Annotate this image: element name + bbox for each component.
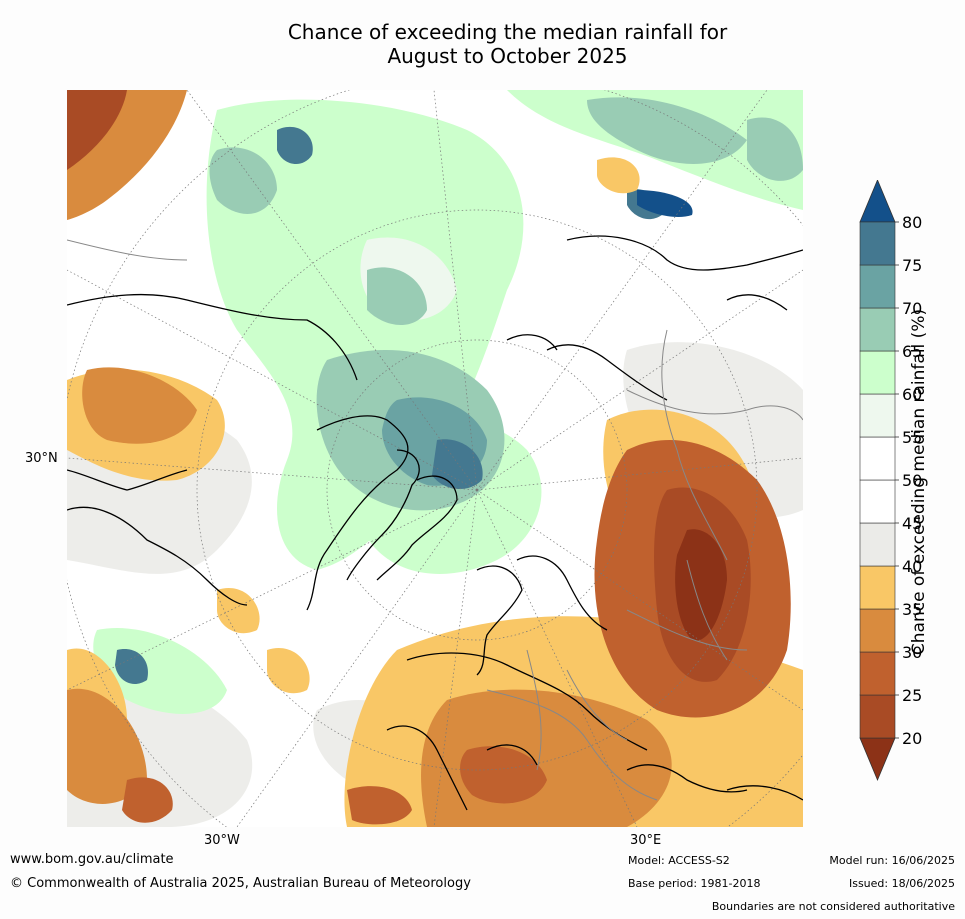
title-line-1: Chance of exceeding the median rainfall … bbox=[287, 20, 728, 44]
lon-30w-label: 30°W bbox=[204, 833, 240, 848]
lon-30e-label: 30°E bbox=[630, 833, 662, 848]
colorbar-tick-label-35: 35 bbox=[902, 600, 922, 619]
colorbar-bin-25-30 bbox=[859, 651, 896, 696]
colorbar-bin-30-35 bbox=[859, 608, 896, 653]
colorbar-tick-label-65: 65 bbox=[902, 342, 922, 361]
colorbar-tick-label-40: 40 bbox=[902, 557, 922, 576]
map-title: Chance of exceeding the median rainfall … bbox=[0, 20, 965, 68]
colorbar-tick-label-50: 50 bbox=[902, 471, 922, 490]
colorbar-bin-65-70 bbox=[859, 307, 896, 352]
colorbar-tick-label-60: 60 bbox=[902, 385, 922, 404]
colorbar-bin-55-60 bbox=[859, 393, 896, 438]
colorbar-title: Chance of exceeding median rainfall (%) bbox=[909, 308, 929, 656]
colorbar: 20 25 30 35 40 45 50 55 60 65 70 75 80 bbox=[855, 178, 965, 790]
colorbar-tick-label-45: 45 bbox=[902, 514, 922, 533]
lat-30n-label: 30°N bbox=[25, 451, 58, 466]
footer-model: Model: ACCESS-S2 bbox=[628, 854, 730, 867]
colorbar-tick-label-25: 25 bbox=[902, 686, 922, 705]
colorbar-bin-50-55 bbox=[859, 436, 896, 481]
colorbar-bin-70-75 bbox=[859, 264, 896, 309]
colorbar-bin-75-80 bbox=[859, 221, 896, 266]
country-boundaries bbox=[67, 239, 803, 801]
strongly-wet-areas bbox=[115, 126, 779, 700]
coastlines bbox=[67, 235, 803, 811]
colorbar-svg: 20 25 30 35 40 45 50 55 60 65 70 75 80 bbox=[859, 178, 922, 782]
colorbar-bin-35-40 bbox=[859, 565, 896, 610]
footer-url[interactable]: www.bom.gov.au/climate bbox=[10, 852, 174, 867]
title-line-2: August to October 2025 bbox=[387, 44, 628, 68]
colorbar-tick-label-55: 55 bbox=[902, 428, 922, 447]
colorbar-bin-60-65 bbox=[859, 350, 896, 395]
footer-copyright: © Commonwealth of Australia 2025, Austra… bbox=[10, 876, 471, 891]
dry-areas bbox=[67, 90, 791, 827]
colorbar-bin-above-80 bbox=[859, 178, 896, 223]
colorbar-tick-label-30: 30 bbox=[902, 643, 922, 662]
colorbar-ticks: 20 25 30 35 40 45 50 55 60 65 70 75 80 bbox=[895, 213, 922, 748]
colorbar-tick-label-20: 20 bbox=[902, 729, 922, 748]
footer-boundaries-note: Boundaries are not considered authoritat… bbox=[711, 900, 955, 913]
colorbar-bin-40-45 bbox=[859, 522, 896, 567]
colorbar-bins bbox=[859, 178, 896, 782]
colorbar-tick-label-75: 75 bbox=[902, 256, 922, 275]
colorbar-tick-label-70: 70 bbox=[902, 299, 922, 318]
map-canvas bbox=[67, 90, 803, 827]
colorbar-bin-45-50 bbox=[859, 479, 896, 524]
graticule bbox=[67, 90, 803, 827]
colorbar-tick-label-80: 80 bbox=[902, 213, 922, 232]
footer-base-period: Base period: 1981-2018 bbox=[628, 877, 761, 890]
rainfall-probability-map bbox=[67, 90, 803, 827]
footer-issued: Issued: 18/06/2025 bbox=[848, 877, 955, 890]
colorbar-bin-below-20 bbox=[859, 737, 896, 782]
colorbar-bin-20-25 bbox=[859, 694, 896, 739]
footer-model-run: Model run: 16/06/2025 bbox=[829, 854, 955, 867]
